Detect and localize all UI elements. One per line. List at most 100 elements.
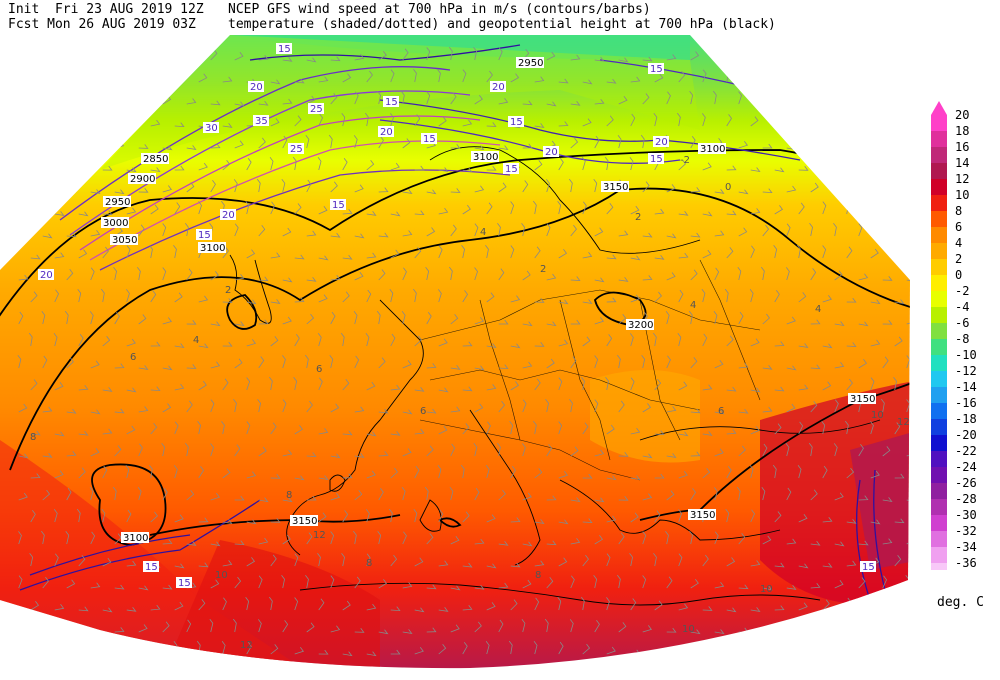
wind-barb [462, 423, 470, 435]
wind-barb [690, 451, 701, 457]
wind-barb [414, 646, 424, 655]
wind-barb [210, 270, 219, 281]
wind-barb [822, 516, 833, 523]
contour-label: 20 [655, 137, 668, 148]
wind-barb [138, 187, 149, 193]
wind-barb [317, 157, 322, 171]
legend-label: 10 [955, 188, 970, 202]
wind-barb [162, 539, 173, 545]
wind-barb [666, 453, 677, 458]
wind-barb [858, 51, 868, 61]
height-labels: 3100 3000 3050 2950 2900 2850 2950 3100 3100 3150… [101, 57, 876, 544]
wind-barb [353, 311, 358, 325]
wind-barb [162, 185, 172, 193]
wind-barb [882, 538, 893, 545]
wind-barb [198, 562, 209, 568]
contour-label: 25 [310, 104, 323, 115]
legend-colorbar [931, 101, 947, 579]
wind-barb [582, 79, 593, 85]
wind-barb [354, 453, 365, 458]
wind-barb [414, 210, 425, 216]
wind-barb [114, 189, 125, 195]
wind-barb [450, 92, 457, 105]
wind-barb [30, 601, 40, 611]
wind-barb [798, 514, 808, 523]
wind-barb [294, 553, 299, 567]
wind-barb [186, 619, 192, 633]
wind-barb [917, 157, 920, 170]
wind-barb [630, 333, 634, 347]
wind-barb [269, 596, 273, 611]
legend-swatch [931, 531, 947, 547]
wind-barb [462, 386, 473, 392]
wind-barb [534, 597, 540, 611]
wind-barb [786, 94, 795, 105]
wind-barb [174, 122, 185, 128]
wind-barb [246, 249, 256, 259]
legend-swatch [931, 451, 947, 467]
wind-barb [54, 382, 64, 391]
wind-barb [642, 625, 652, 633]
wind-barb [426, 445, 434, 457]
legend-label: -16 [955, 396, 977, 410]
wind-barb [258, 575, 263, 589]
label-background [648, 153, 664, 164]
wind-barb [522, 579, 532, 589]
wind-barb [30, 291, 38, 303]
wind-barb [138, 624, 148, 633]
label-background [503, 163, 519, 174]
wind-barb [594, 535, 604, 545]
wind-barb [762, 406, 773, 413]
wind-barb [569, 398, 573, 413]
wind-barb [738, 311, 744, 325]
wind-barb [126, 509, 132, 523]
wind-barb [834, 541, 845, 547]
wind-barb [294, 297, 305, 303]
wind-barb [414, 557, 424, 567]
wind-barb [78, 249, 88, 259]
wind-barb [558, 471, 568, 479]
wind-barb [762, 313, 770, 325]
wind-barb [882, 54, 893, 61]
wind-barb [569, 178, 573, 193]
wind-barb [798, 70, 805, 83]
wind-barb [365, 112, 369, 127]
wind-barb [833, 443, 838, 457]
wind-barb [414, 335, 422, 347]
wind-barb [78, 211, 89, 217]
wind-barb [330, 403, 340, 413]
wind-barb [474, 185, 485, 193]
legend-units: deg. C [937, 595, 984, 610]
wind-barb [919, 476, 920, 480]
wind-barb [726, 165, 737, 171]
wind-barb [822, 465, 828, 479]
wind-barb [833, 222, 837, 237]
legend-label: -12 [955, 364, 977, 378]
wind-barb [329, 354, 334, 369]
wind-barb [294, 425, 304, 435]
wind-barb [654, 510, 661, 523]
wind-barb [76, 508, 81, 523]
wind-barb [414, 114, 421, 127]
legend-swatch [931, 115, 947, 131]
wind-barb [762, 585, 773, 591]
legend-swatch [931, 195, 947, 211]
wind-barb [449, 487, 454, 501]
wind-barb [498, 145, 509, 151]
wind-barb [42, 135, 46, 149]
wind-barb [269, 376, 273, 391]
wind-barb [209, 618, 214, 633]
wind-barb [534, 123, 545, 128]
wind-barb [462, 69, 467, 83]
wind-barb [18, 575, 23, 589]
wind-barb [750, 208, 761, 215]
wind-barb [305, 135, 310, 149]
wind-barb [617, 135, 622, 149]
wind-barb [486, 384, 497, 391]
wind-barb [54, 604, 65, 611]
wind-barb [594, 135, 600, 149]
legend-label: 4 [955, 236, 963, 250]
wind-barb [462, 341, 473, 347]
wind-barb [366, 211, 377, 216]
wind-barb [822, 381, 832, 391]
